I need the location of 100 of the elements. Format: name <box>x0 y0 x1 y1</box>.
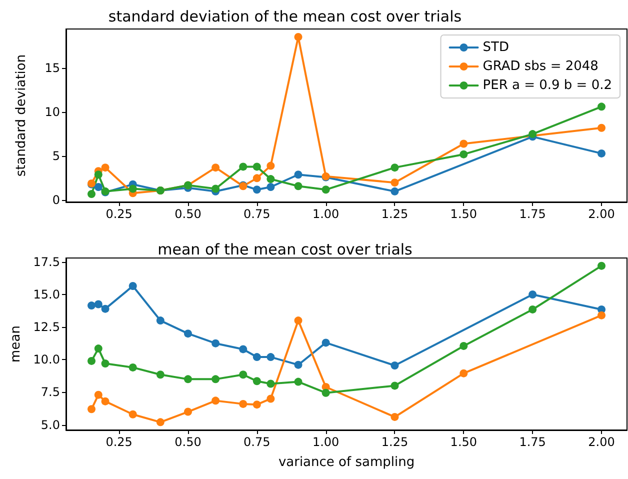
x-tick-label: 0.75 <box>244 435 270 449</box>
x-tick-label: 0.50 <box>174 207 202 221</box>
point <box>101 164 110 172</box>
point <box>294 170 302 179</box>
point <box>252 400 261 409</box>
point <box>239 400 248 408</box>
point <box>322 186 330 194</box>
chart-title: standard deviation of the mean cost over trials <box>108 8 462 26</box>
point <box>239 345 248 354</box>
x-tick-label: 2.00 <box>588 435 615 449</box>
y-tick-label: 7.5 <box>40 385 60 400</box>
x-tick-label: 0.50 <box>174 435 202 449</box>
point <box>184 408 192 416</box>
point <box>598 102 606 111</box>
point <box>266 182 275 191</box>
point <box>212 396 220 405</box>
point <box>212 375 220 384</box>
point <box>390 412 399 421</box>
point <box>212 164 220 172</box>
point <box>94 182 102 191</box>
point <box>294 316 302 325</box>
y-axis-title: mean <box>8 326 24 362</box>
y-tick-label: 10 <box>44 104 60 119</box>
point <box>101 360 110 368</box>
point <box>128 282 137 290</box>
y-axis-title: standard deviation <box>14 54 29 177</box>
y-tick-label: 12.5 <box>33 320 60 334</box>
point <box>94 170 102 179</box>
legend-label: GRAD sbs = 2048 <box>482 59 598 74</box>
point <box>88 302 96 310</box>
point <box>252 162 261 171</box>
point <box>252 186 261 194</box>
point <box>266 394 275 403</box>
point <box>294 378 302 386</box>
x-tick-label: 1.00 <box>312 207 340 221</box>
legend-label: STD <box>482 40 509 55</box>
point <box>94 300 102 308</box>
x-tick-label: 0.25 <box>106 207 132 221</box>
point <box>294 182 302 190</box>
point <box>184 330 192 338</box>
point <box>88 190 96 198</box>
point <box>598 124 606 132</box>
point <box>390 187 399 196</box>
point <box>88 356 96 365</box>
point <box>252 377 261 386</box>
point <box>266 380 275 388</box>
point <box>390 164 399 172</box>
point <box>212 339 220 348</box>
x-tick-label: 1.25 <box>381 207 408 221</box>
x-tick-label: 1.75 <box>519 207 546 221</box>
point <box>294 32 302 41</box>
x-tick-label: 2.00 <box>588 207 615 221</box>
point <box>390 178 399 187</box>
point <box>390 382 399 390</box>
y-tick-label: 10.0 <box>33 352 60 367</box>
point <box>460 342 468 350</box>
point <box>156 418 164 426</box>
point <box>266 353 275 362</box>
point <box>266 162 275 170</box>
point <box>101 397 110 406</box>
y-tick-label: 5.0 <box>40 418 60 432</box>
point <box>94 344 102 353</box>
legend-label: PER a = 0.9 b = 0.2 <box>482 78 612 93</box>
point <box>212 184 220 193</box>
point <box>598 149 606 158</box>
point <box>460 369 468 378</box>
point <box>239 370 248 379</box>
point <box>528 290 537 298</box>
point <box>128 410 137 418</box>
x-tick-label: 1.75 <box>519 435 546 449</box>
point <box>239 162 248 171</box>
point <box>598 262 606 270</box>
point <box>156 370 164 379</box>
point <box>460 150 468 158</box>
point <box>322 388 330 397</box>
point <box>252 174 261 182</box>
point <box>294 360 302 369</box>
y-tick-label: 0 <box>52 193 60 208</box>
point <box>266 175 275 184</box>
x-tick-label: 0.25 <box>106 435 132 449</box>
chart-title: mean of the mean cost over trials <box>158 240 413 258</box>
point <box>322 338 330 347</box>
x-axis-title: variance of sampling <box>278 455 415 470</box>
point <box>460 140 468 148</box>
point <box>88 405 96 414</box>
x-tick-label: 1.25 <box>381 435 408 449</box>
point <box>128 363 137 372</box>
x-tick-label: 0.75 <box>244 207 270 221</box>
point <box>94 390 102 399</box>
point <box>390 362 399 370</box>
point <box>252 353 261 362</box>
x-tick-label: 1.50 <box>450 435 478 449</box>
y-tick-label: 15.0 <box>33 287 60 302</box>
point <box>528 305 537 314</box>
y-tick-label: 17.5 <box>33 254 60 269</box>
x-tick-label: 1.00 <box>312 435 340 449</box>
point <box>528 130 537 138</box>
point <box>128 184 137 193</box>
point <box>101 304 110 313</box>
y-tick-label: 5 <box>52 149 60 164</box>
